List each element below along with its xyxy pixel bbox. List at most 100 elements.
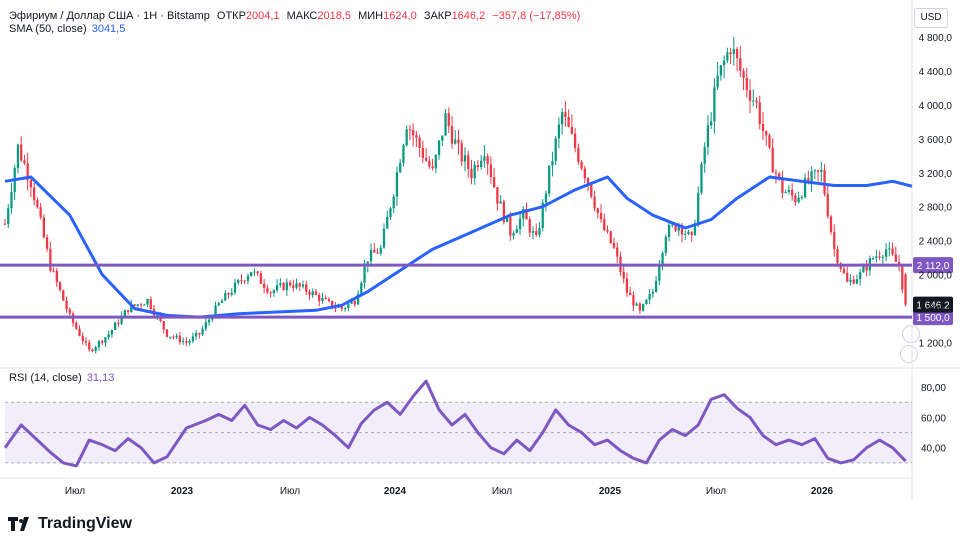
candle-body (114, 322, 117, 331)
close-value: 1646,2 (451, 10, 486, 22)
candle-body (564, 112, 567, 118)
candle-body (58, 282, 62, 291)
candle-body (470, 168, 473, 179)
candle-body (761, 124, 765, 131)
candle-body (528, 219, 531, 233)
flag-icon[interactable] (900, 345, 918, 363)
candle-body (816, 170, 820, 173)
sma-legend[interactable]: SMA (50, close) 3041,5 (9, 23, 125, 35)
candle-body (642, 304, 645, 311)
candle-body (878, 256, 881, 258)
rsi-tick-label: 60,00 (921, 413, 946, 424)
candle-body (185, 341, 188, 343)
candle-body (143, 304, 146, 306)
candle-body (292, 285, 295, 288)
candle-body (314, 291, 318, 295)
price-tick-label: 1 600,0 (919, 305, 953, 316)
candle-body (250, 272, 253, 277)
candle-body (220, 300, 224, 303)
currency-button[interactable]: USD (914, 8, 948, 28)
candle-body (807, 178, 810, 182)
candle-body (603, 219, 606, 231)
candle-body (480, 160, 483, 168)
candle-body (272, 290, 275, 294)
candle-body (269, 292, 272, 294)
price-tick-label: 1 200,0 (919, 339, 953, 350)
candle-body (182, 341, 185, 343)
candle-body (263, 283, 266, 289)
price-tick-label: 4 800,0 (919, 33, 953, 44)
candle-body (473, 164, 476, 179)
sma-path (4, 175, 913, 319)
candle-body (726, 52, 729, 61)
brand-name: TradingView (38, 515, 132, 532)
candle-body (606, 230, 609, 232)
candle-body (266, 288, 269, 293)
candle-body (829, 216, 833, 232)
candle-body (800, 196, 803, 198)
candle-body (275, 285, 279, 291)
time-tick-label: 2025 (599, 486, 622, 497)
candle-body (768, 135, 771, 148)
close-label: ЗАКР (423, 10, 452, 22)
candle-body (389, 208, 392, 218)
time-tick-label: 2024 (384, 486, 407, 497)
candle-body (217, 302, 220, 306)
tradingview-logo[interactable]: TradingView (8, 515, 132, 533)
candle-body (842, 268, 846, 274)
candle-body (204, 322, 207, 329)
candle-body (525, 209, 528, 220)
candle-body (392, 196, 395, 209)
candle-body (661, 252, 664, 266)
candle-body (732, 49, 735, 55)
candle-body (693, 223, 697, 235)
candle-body (110, 330, 114, 335)
rsi-legend[interactable]: RSI (14, close) 31,13 (9, 372, 114, 384)
candle-body (450, 126, 454, 144)
candle-body (20, 144, 23, 161)
sma-line (4, 175, 913, 319)
candle-body (538, 228, 541, 235)
candle-body (551, 161, 554, 166)
candle-body (884, 249, 888, 257)
axes: 4 800,0 4 400,0 4 000,0 3 600,0 3 200,0 2 800… (65, 33, 953, 497)
candle-body (612, 243, 616, 248)
candle-body (301, 284, 305, 287)
candle-body (852, 279, 855, 284)
open-label: ОТКР (216, 10, 246, 22)
candle-body (787, 189, 791, 193)
candle-body (412, 129, 415, 136)
candle-body (52, 270, 55, 272)
candle-body (36, 200, 39, 208)
high-value: 2018,5 (317, 10, 352, 22)
candle-body (33, 187, 36, 201)
candle-body (49, 248, 52, 271)
candle-body (894, 254, 897, 262)
rsi-tick-label: 80,00 (921, 383, 946, 394)
candle-body (45, 237, 49, 249)
candle-body (567, 117, 570, 127)
candle-body (347, 303, 350, 309)
candle-body (671, 224, 674, 226)
candle-body (428, 160, 431, 167)
candle-body (10, 192, 13, 209)
candle-body (625, 278, 629, 293)
candle-body (198, 332, 201, 335)
candle-body (765, 130, 768, 136)
horizontal-level-label: 1 500,0 (916, 313, 950, 324)
candle-body (81, 335, 84, 342)
alert-icon[interactable] (902, 325, 920, 343)
price-tick-label: 4 400,0 (919, 67, 953, 78)
candle-body (596, 208, 599, 213)
candle-body (136, 304, 139, 306)
candle-body (599, 212, 603, 220)
candle-body (117, 322, 120, 324)
candle-body (635, 303, 638, 306)
candle-body (823, 169, 826, 195)
time-tick-label: Июл (65, 486, 85, 497)
horizontal-levels: 2 112,0 1 500,01 646,2 (0, 257, 953, 326)
candle-body (570, 126, 574, 134)
candle-body (810, 171, 813, 182)
candle-body (531, 231, 535, 233)
